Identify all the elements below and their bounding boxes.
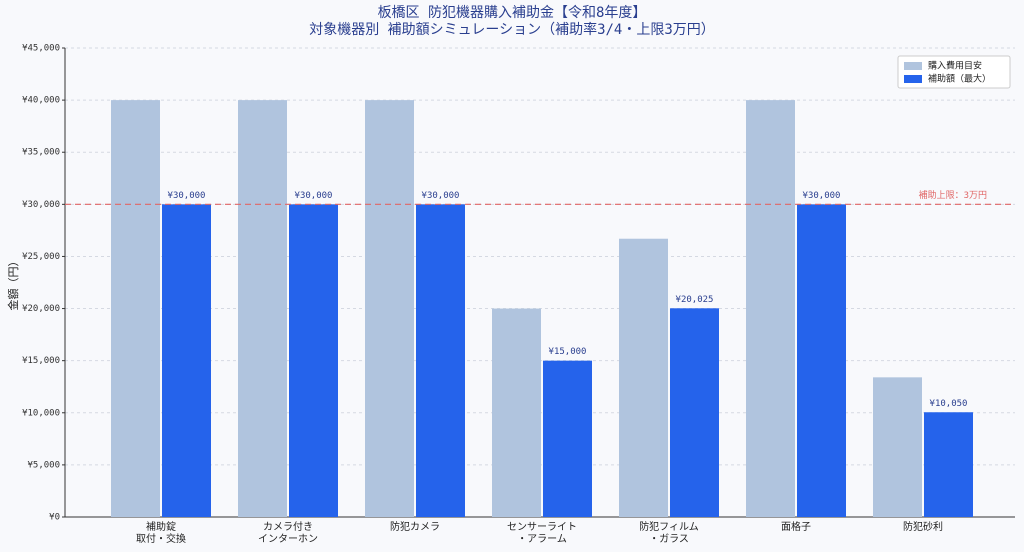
legend-label: 購入費用目安 xyxy=(928,60,982,72)
value-label: ¥30,000 xyxy=(422,191,460,201)
y-tick-label: ¥5,000 xyxy=(27,460,60,470)
bar xyxy=(111,100,160,517)
y-axis-label: 金額（円） xyxy=(6,256,20,311)
x-tick-label: 防犯カメラ xyxy=(390,522,440,533)
chart-subtitle: 対象機器別 補助額シミュレーション（補助率3/4・上限3万円） xyxy=(309,22,715,38)
value-label: ¥10,050 xyxy=(930,399,968,409)
reference-label: 補助上限：3万円 xyxy=(919,189,987,201)
value-label: ¥30,000 xyxy=(803,191,841,201)
bar xyxy=(492,308,541,517)
bar xyxy=(797,204,846,518)
y-tick-label: ¥35,000 xyxy=(22,148,60,158)
legend-swatch xyxy=(904,62,922,70)
y-tick-label: ¥20,000 xyxy=(22,304,60,314)
legend-box xyxy=(897,55,1011,89)
legend-swatch xyxy=(904,75,922,83)
value-label: ¥15,000 xyxy=(549,347,587,357)
bar xyxy=(289,204,338,518)
value-label: ¥30,000 xyxy=(168,191,206,201)
bar xyxy=(365,100,414,517)
bar xyxy=(619,238,668,517)
value-label: ¥20,025 xyxy=(676,295,714,305)
x-tick-label: 防犯フィルム ・ガラス xyxy=(639,522,699,545)
y-tick-label: ¥15,000 xyxy=(22,356,60,366)
y-tick-label: ¥30,000 xyxy=(22,200,60,210)
bar xyxy=(238,100,287,517)
x-tick-label: カメラ付き インターホン xyxy=(258,522,318,545)
y-tick-label: ¥0 xyxy=(49,513,60,523)
bar xyxy=(924,412,973,517)
y-tick-label: ¥10,000 xyxy=(22,408,60,418)
bar xyxy=(873,377,922,517)
x-tick-label: 防犯砂利 xyxy=(903,522,943,533)
x-tick-label: センサーライト ・アラーム xyxy=(507,522,577,545)
value-label: ¥30,000 xyxy=(295,191,333,201)
x-tick-label: 補助錠 取付・交換 xyxy=(136,522,186,545)
bar xyxy=(162,204,211,518)
bar xyxy=(746,100,795,517)
x-tick-label: 面格子 xyxy=(781,522,811,533)
y-tick-label: ¥45,000 xyxy=(22,44,60,54)
bar xyxy=(670,308,719,517)
bar xyxy=(416,204,465,518)
bar xyxy=(543,360,592,517)
y-tick-label: ¥40,000 xyxy=(22,96,60,106)
legend-label: 補助額（最大） xyxy=(928,73,991,85)
chart-title: 板橋区 防犯機器購入補助金【令和8年度】 xyxy=(377,5,647,21)
y-tick-label: ¥25,000 xyxy=(22,252,60,262)
